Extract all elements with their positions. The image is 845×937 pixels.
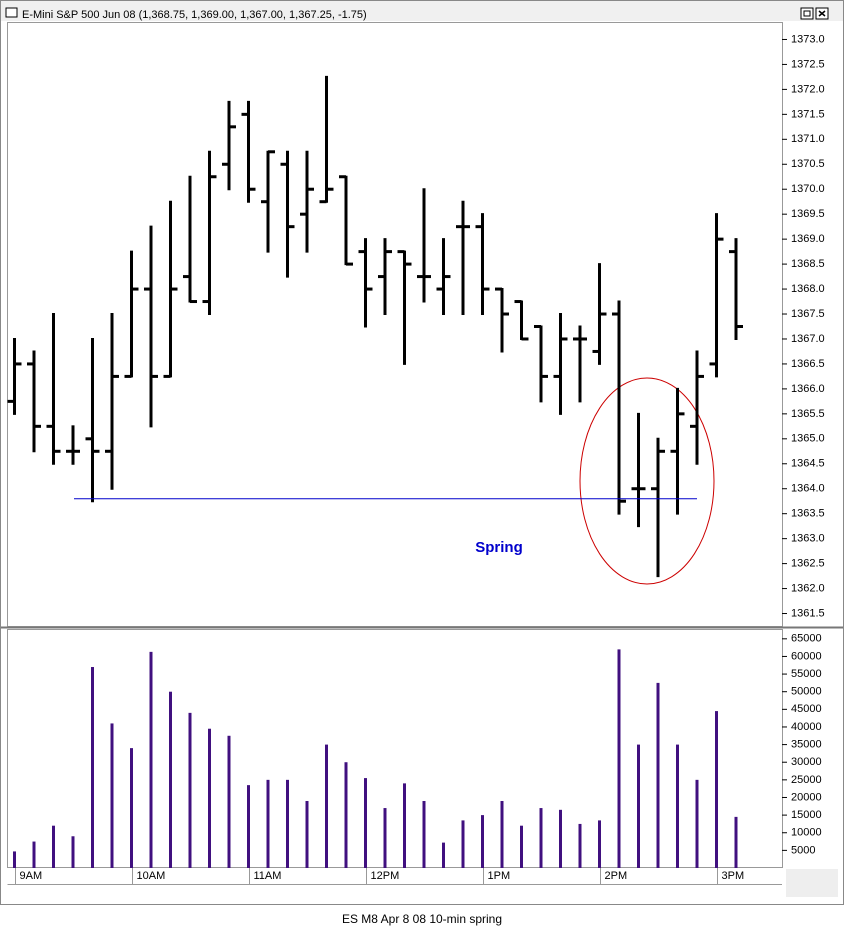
volume-bar xyxy=(71,836,75,868)
volume-bar xyxy=(227,735,231,868)
volume-bar xyxy=(637,744,640,868)
y-tick-label: 1368.5 xyxy=(791,258,825,270)
y-tick-label: 1363.0 xyxy=(791,533,825,545)
y-tick-label: 30000 xyxy=(791,756,822,768)
y-tick-label: 15000 xyxy=(791,809,822,821)
volume-bar xyxy=(695,779,699,868)
volume-bar xyxy=(734,816,738,868)
volume-bar xyxy=(305,801,309,868)
volume-bar xyxy=(598,820,601,868)
x-tick-label: 11AM xyxy=(254,870,282,882)
y-tick-label: 20000 xyxy=(791,791,822,803)
volume-bar xyxy=(481,815,484,868)
x-tick-label: 12PM xyxy=(371,870,400,882)
volume-bar xyxy=(52,825,55,868)
volume-bar xyxy=(617,649,621,868)
y-tick-label: 50000 xyxy=(791,686,822,698)
x-tick-label: 10AM xyxy=(137,870,166,882)
y-tick-label: 1372.5 xyxy=(791,58,825,70)
volume-bar xyxy=(539,808,543,868)
volume-bar xyxy=(403,783,406,868)
corner-box xyxy=(786,869,838,897)
volume-bar xyxy=(32,841,36,868)
x-tick-label: 9AM xyxy=(20,870,43,882)
volume-bar xyxy=(110,723,114,868)
y-tick-label: 1369.0 xyxy=(791,233,825,245)
volume-bar xyxy=(461,820,465,868)
y-tick-label: 65000 xyxy=(791,633,822,645)
y-tick-label: 1361.5 xyxy=(791,607,825,619)
volume-bar xyxy=(578,823,582,868)
y-tick-label: 60000 xyxy=(791,650,822,662)
caption: ES M8 Apr 8 08 10-min spring xyxy=(342,912,502,926)
title-bar xyxy=(1,1,843,21)
volume-bar xyxy=(247,785,250,868)
y-tick-label: 40000 xyxy=(791,721,822,733)
y-tick-label: 1363.5 xyxy=(791,508,825,520)
volume-bar xyxy=(442,842,445,868)
y-tick-label: 1370.5 xyxy=(791,158,825,170)
volume-panel xyxy=(7,629,783,868)
y-tick-label: 25000 xyxy=(791,774,822,786)
y-tick-label: 1364.5 xyxy=(791,458,825,470)
y-tick-label: 10000 xyxy=(791,827,822,839)
y-tick-label: 1367.0 xyxy=(791,333,825,345)
volume-bar xyxy=(266,779,270,868)
maximize-icon xyxy=(803,10,811,17)
y-tick-label: 55000 xyxy=(791,668,822,680)
chart-title: E-Mini S&P 500 Jun 08 (1,368.75, 1,369.0… xyxy=(22,9,367,21)
volume-bar xyxy=(91,667,94,868)
y-tick-label: 45000 xyxy=(791,703,822,715)
y-tick-label: 5000 xyxy=(791,844,815,856)
close-icon xyxy=(818,10,826,17)
volume-bar xyxy=(656,682,660,868)
volume-bar xyxy=(188,712,192,868)
y-tick-label: 35000 xyxy=(791,738,822,750)
y-tick-label: 1370.0 xyxy=(791,183,825,195)
volume-bar xyxy=(500,801,504,868)
maximize-button[interactable] xyxy=(800,7,814,20)
volume-bar xyxy=(559,809,562,868)
y-tick-label: 1362.5 xyxy=(791,558,825,570)
y-tick-label: 1373.0 xyxy=(791,33,825,45)
volume-bar xyxy=(130,748,133,868)
volume-bar xyxy=(520,825,523,868)
y-tick-label: 1371.5 xyxy=(791,108,825,120)
annotation: Spring xyxy=(475,539,523,556)
volume-bar xyxy=(13,851,16,868)
volume-bar xyxy=(344,762,348,868)
y-tick-label: 1366.5 xyxy=(791,358,825,370)
y-tick-label: 1365.0 xyxy=(791,433,825,445)
volume-bar xyxy=(325,744,328,868)
y-tick-label: 1372.0 xyxy=(791,83,825,95)
x-tick-label: 1PM xyxy=(488,870,511,882)
window-icon xyxy=(5,7,18,18)
y-tick-label: 1369.5 xyxy=(791,208,825,220)
volume-bar xyxy=(169,691,172,868)
volume-bar xyxy=(676,744,679,868)
x-tick-label: 2PM xyxy=(605,870,628,882)
y-tick-label: 1367.5 xyxy=(791,308,825,320)
y-tick-label: 1362.0 xyxy=(791,582,825,594)
y-tick-label: 1364.0 xyxy=(791,483,825,495)
highlight-ellipse xyxy=(579,377,715,585)
window-frame xyxy=(0,0,844,905)
y-tick-label: 1365.5 xyxy=(791,408,825,420)
volume-bar xyxy=(383,808,387,868)
volume-bar xyxy=(364,778,367,868)
y-tick-label: 1371.0 xyxy=(791,133,825,145)
y-tick-label: 1368.0 xyxy=(791,283,825,295)
y-tick-label: 1366.0 xyxy=(791,383,825,395)
volume-bar xyxy=(715,711,718,868)
volume-bar xyxy=(422,801,426,868)
volume-bar xyxy=(208,728,211,868)
volume-bar xyxy=(286,779,289,868)
volume-bar xyxy=(149,651,153,868)
x-tick-label: 3PM xyxy=(722,870,745,882)
